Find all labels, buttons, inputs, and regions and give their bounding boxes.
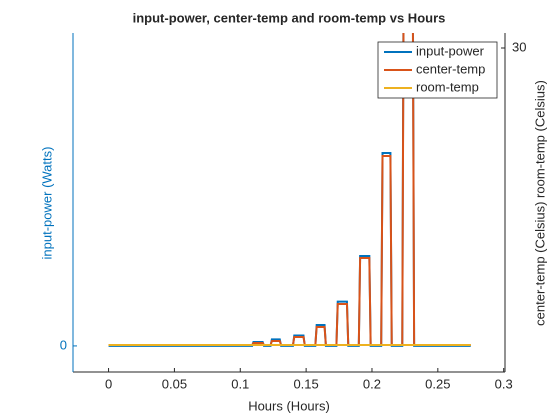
- legend-label: center-temp: [416, 61, 485, 76]
- x-axis-label: Hours (Hours): [248, 398, 330, 413]
- legend-label: room-temp: [416, 79, 479, 94]
- y2-axis-label: center-temp (Celsius) room-temp (Celsius…: [532, 80, 547, 326]
- plot-area: [108, 33, 471, 347]
- x-tick-label: 0.2: [363, 376, 381, 391]
- y-tick-label: 0: [60, 337, 67, 352]
- x-tick-label: 0.05: [162, 376, 187, 391]
- x-tick-label: 0.25: [425, 376, 450, 391]
- chart-title: input-power, center-temp and room-temp v…: [133, 10, 446, 25]
- x-tick-label: 0.1: [231, 376, 249, 391]
- y2-tick-label: 30: [512, 39, 526, 54]
- y-axis-label: input-power (Watts): [39, 147, 54, 260]
- legend-label: input-power: [416, 43, 485, 58]
- x-tick-label: 0.15: [293, 376, 318, 391]
- x-tick-label: 0: [105, 376, 112, 391]
- x-tick-label: 0.3: [495, 376, 513, 391]
